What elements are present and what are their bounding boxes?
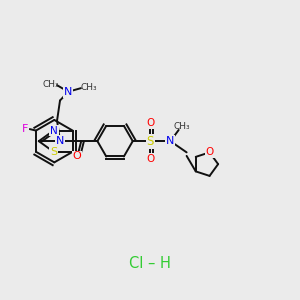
Text: O: O — [72, 152, 81, 161]
Text: N: N — [166, 136, 175, 146]
Text: N: N — [56, 136, 64, 146]
Text: CH₃: CH₃ — [42, 80, 59, 89]
Text: O: O — [147, 154, 155, 164]
Text: S: S — [147, 135, 154, 148]
Text: CH₃: CH₃ — [80, 83, 97, 92]
Text: S: S — [50, 147, 57, 158]
Text: O: O — [206, 147, 214, 158]
Text: F: F — [22, 124, 28, 134]
Text: Cl – H: Cl – H — [129, 256, 171, 271]
Text: N: N — [64, 87, 72, 97]
Text: CH₃: CH₃ — [174, 122, 190, 131]
Text: N: N — [50, 126, 58, 136]
Text: O: O — [147, 118, 155, 128]
